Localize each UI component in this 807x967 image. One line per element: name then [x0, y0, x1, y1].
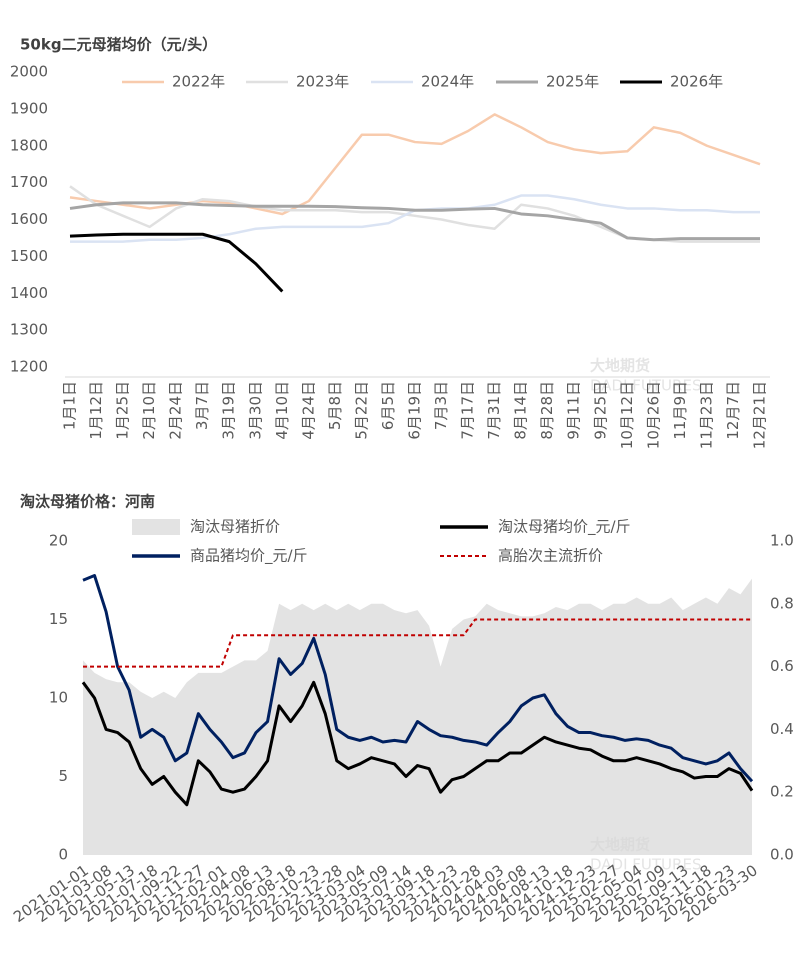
- x-tick-label: 10月12日: [618, 381, 636, 449]
- x-tick-label: 1月1日: [61, 381, 79, 430]
- watermark: 大地期货: [590, 836, 650, 854]
- x-tick-label: 11月23日: [697, 381, 715, 449]
- y-tick-label: 0.6: [770, 657, 794, 675]
- legend-label: 商品猪均价_元/斤: [190, 547, 308, 566]
- y-tick-label: 0.2: [770, 783, 794, 801]
- x-tick-label: 2月24日: [167, 381, 185, 440]
- x-tick-label: 3月7日: [193, 381, 211, 430]
- y-tick-label: 1500: [10, 247, 48, 265]
- legend-label: 2024年: [421, 73, 474, 91]
- legend-label: 2026年: [670, 73, 723, 91]
- chart-title: 50kg二元母猪均价（元/头）: [20, 36, 217, 54]
- x-tick-label: 8月14日: [512, 381, 530, 440]
- x-tick-label: 6月19日: [406, 381, 424, 440]
- x-tick-label: 3月30日: [246, 381, 264, 440]
- x-tick-label: 10月26日: [644, 381, 662, 449]
- x-tick-label: 9月25日: [591, 381, 609, 440]
- watermark: 大地期货: [590, 357, 650, 375]
- y-tick-label: 10: [49, 689, 68, 707]
- x-tick-label: 11月9日: [671, 381, 689, 440]
- x-tick-label: 7月3日: [432, 381, 450, 430]
- y-tick-label: 1700: [10, 173, 48, 191]
- watermark: DADI FUTURES: [590, 856, 701, 874]
- y-tick-label: 1600: [10, 210, 48, 228]
- chart-title: 淘汰母猪价格：河南: [19, 493, 155, 511]
- x-tick-label: 4月10日: [273, 381, 291, 440]
- x-tick-label: 4月24日: [299, 381, 317, 440]
- x-tick-label: 1月25日: [114, 381, 132, 440]
- watermark: DADI FUTURES: [590, 377, 701, 395]
- y-tick-label: 1300: [10, 321, 48, 339]
- x-tick-label: 12月21日: [751, 381, 769, 449]
- legend-label: 2022年: [172, 73, 225, 91]
- x-tick-label: 6月5日: [379, 381, 397, 430]
- x-tick-label: 5月22日: [352, 381, 370, 440]
- x-tick-label: 8月28日: [538, 381, 556, 440]
- y-tick-label: 1400: [10, 284, 48, 302]
- y-tick-label: 2000: [10, 63, 48, 81]
- x-tick-label: 5月8日: [326, 381, 344, 430]
- y-tick-label: 15: [49, 610, 68, 628]
- legend-label: 淘汰母猪折价: [190, 518, 280, 536]
- x-tick-label: 3月19日: [220, 381, 238, 440]
- legend-label: 2025年: [546, 73, 599, 91]
- series-area: [83, 578, 752, 855]
- series-line: [69, 232, 284, 293]
- legend-label: 淘汰母猪均价_元/斤: [498, 518, 631, 537]
- x-tick-label: 1月12日: [87, 381, 105, 440]
- y-tick-label: 1200: [10, 358, 48, 376]
- y-tick-label: 0: [58, 846, 68, 864]
- x-tick-label: 7月17日: [459, 381, 477, 440]
- y-tick-label: 20: [49, 532, 68, 550]
- y-tick-label: 0.0: [770, 846, 794, 864]
- legend-swatch: [132, 519, 180, 535]
- series-line: [69, 113, 761, 216]
- x-tick-label: 7月31日: [485, 381, 503, 440]
- y-tick-label: 1.0: [770, 532, 794, 550]
- x-tick-label: 12月7日: [724, 381, 742, 440]
- x-tick-label: 9月11日: [565, 381, 583, 440]
- series-line: [69, 201, 760, 242]
- y-tick-label: 0.4: [770, 720, 794, 738]
- series-line: [81, 680, 754, 807]
- y-tick-label: 5: [58, 767, 68, 785]
- series-line: [82, 574, 754, 783]
- y-tick-label: 0.8: [770, 594, 794, 612]
- x-tick-label: 2月10日: [140, 381, 158, 440]
- legend-label: 高胎次主流折价: [498, 547, 603, 565]
- y-tick-label: 1900: [10, 99, 48, 117]
- legend-label: 2023年: [296, 73, 349, 91]
- y-tick-label: 1800: [10, 136, 48, 154]
